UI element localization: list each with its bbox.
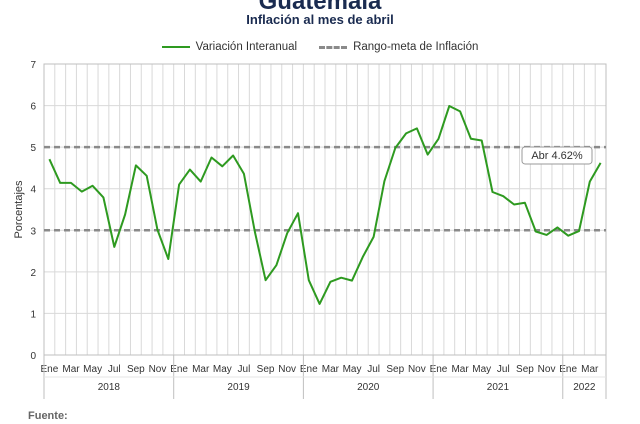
x-tick-label: Sep (386, 364, 404, 375)
x-tick-label: May (343, 364, 362, 375)
x-tick-label: Ene (559, 364, 577, 375)
y-tick-label: 1 (30, 309, 36, 320)
chart-subtitle: Inflación al mes de abril (246, 12, 394, 27)
y-axis-title: Porcentajes (13, 180, 25, 239)
year-label: 2022 (573, 382, 596, 393)
y-tick-label: 2 (30, 268, 36, 279)
year-label: 2020 (357, 382, 380, 393)
legend-swatch-rango-meta (319, 45, 348, 49)
x-tick-label: Ene (430, 364, 448, 375)
x-tick-label: Mar (451, 364, 469, 375)
source-label: Fuente: (28, 410, 68, 422)
legend-swatch-interanual (161, 46, 190, 48)
x-tick-label: May (83, 364, 102, 375)
x-tick-label: Sep (516, 364, 534, 375)
x-tick-label: Nov (408, 364, 426, 375)
x-tick-label: Jul (108, 364, 121, 375)
x-tick-label: Jul (238, 364, 251, 375)
year-label: 2018 (98, 382, 121, 393)
x-tick-label: Jul (497, 364, 510, 375)
x-tick-label: Mar (192, 364, 210, 375)
legend: Variación Interanual Rango-meta de Infla… (0, 41, 640, 53)
x-tick-label: Nov (538, 364, 556, 375)
chart-title: Guatemala (258, 0, 382, 15)
x-tick-label: Nov (149, 364, 167, 375)
y-tick-label: 0 (30, 351, 36, 362)
annotation-box (521, 146, 593, 165)
plot-frame (43, 63, 607, 356)
y-tick-label: 6 (30, 102, 36, 113)
y-tick-label: 4 (30, 185, 36, 196)
x-tick-label: Sep (127, 364, 145, 375)
x-tick-label: May (472, 364, 491, 375)
x-tick-label: Sep (257, 364, 275, 375)
x-tick-label: Nov (278, 364, 296, 375)
x-tick-label: Ene (300, 364, 318, 375)
y-tick-label: 5 (30, 143, 36, 154)
annotation-label: Abr 4.62% (531, 150, 583, 162)
x-tick-label: May (213, 364, 232, 375)
x-tick-label: Ene (41, 364, 59, 375)
year-label: 2021 (487, 382, 510, 393)
y-tick-label: 3 (30, 226, 36, 237)
x-tick-label: Jul (367, 364, 380, 375)
legend-label-rango-meta: Rango-meta de Inflación (353, 41, 479, 53)
x-tick-label: Ene (170, 364, 188, 375)
y-tick-label: 7 (30, 60, 36, 71)
legend-label-interanual: Variación Interanual (195, 41, 298, 53)
x-tick-label: Mar (62, 364, 80, 375)
legend-item-rango-meta: Rango-meta de Inflación (319, 41, 478, 53)
series-line-interanual (48, 105, 602, 305)
legend-item-interanual: Variación Interanual (161, 41, 298, 53)
year-label: 2019 (227, 382, 250, 393)
x-tick-label: Mar (581, 364, 599, 375)
x-tick-label: Mar (322, 364, 340, 375)
